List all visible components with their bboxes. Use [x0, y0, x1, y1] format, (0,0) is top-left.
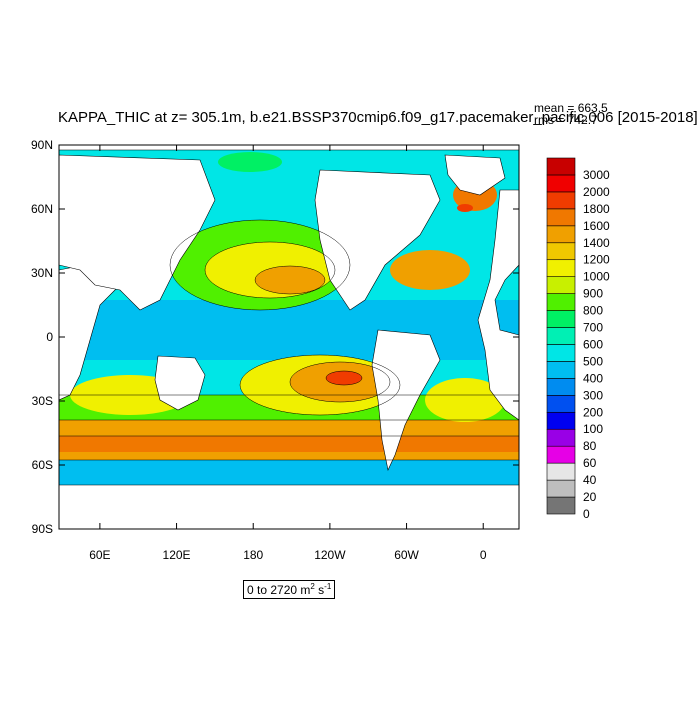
x-tick-label: 60E [89, 548, 110, 562]
colorbar-swatch [546, 157, 576, 176]
range-label-suffix: s [314, 583, 325, 597]
colorbar-swatch [546, 310, 576, 328]
ocean-field-north-atlantic-orange [390, 250, 470, 290]
ocean-field-south-pacific-peak [326, 371, 362, 385]
map-plot-area [59, 145, 519, 529]
colorbar-swatch [546, 242, 576, 261]
range-label-time-power: -1 [324, 582, 332, 591]
colorbar-swatch [546, 445, 576, 464]
colorbar-swatch [546, 174, 576, 193]
colorbar-swatch [546, 208, 576, 227]
colorbar-swatch [546, 395, 576, 413]
colorbar-label: 1000 [583, 270, 610, 284]
range-label-prefix: 0 to 2720 m [247, 583, 311, 597]
range-label: 0 to 2720 m2 s-1 [243, 580, 336, 599]
x-tick-label: 60W [394, 548, 419, 562]
ocean-field-southern-deep [59, 436, 519, 452]
x-tick-label: 0 [480, 548, 487, 562]
rms-stat: rms = 742.7 [534, 113, 598, 127]
colorbar-label: 300 [583, 388, 603, 402]
colorbar-swatch [546, 378, 576, 396]
land-north-america [314, 169, 441, 311]
colorbar-swatch [546, 479, 576, 498]
colorbar-swatch [546, 411, 576, 430]
ocean-field-north-pacific-orange [255, 266, 325, 294]
y-tick-label: 60S [32, 458, 53, 472]
colorbar-label: 20 [583, 490, 597, 504]
y-tick-label: 30N [31, 266, 53, 280]
mean-stat: mean = 663.5 [534, 101, 608, 115]
colorbar-swatch [546, 344, 576, 362]
land-asia [59, 154, 216, 311]
colorbar-swatch [546, 259, 576, 277]
colorbar-label: 40 [583, 473, 597, 487]
colorbar-label: 1400 [583, 236, 610, 250]
colorbar-label: 600 [583, 337, 603, 351]
land-australia [154, 355, 206, 411]
colorbar: 0 20 40 60 80 100 200 300 400 500 600 700 800 900 1000… [546, 157, 610, 521]
map-title: KAPPA_THIC at z= 305.1m, b.e21.BSSP370cm… [58, 109, 698, 126]
y-tick-label: 90N [31, 138, 53, 152]
colorbar-label: 700 [583, 321, 603, 335]
land-greenland [444, 154, 506, 196]
ocean-field-labrador-peak [457, 204, 473, 212]
land-south-america [371, 329, 441, 471]
ocean-field-equatorial [59, 300, 519, 360]
colorbar-label: 500 [583, 354, 603, 368]
colorbar-swatch [546, 428, 576, 447]
colorbar-swatch [546, 276, 576, 294]
colorbar-label: 1800 [583, 202, 610, 216]
y-tick-label: 0 [46, 330, 53, 344]
x-tick-label: 120W [314, 548, 346, 562]
land-masses [59, 145, 519, 529]
colorbar-label: 80 [583, 439, 597, 453]
range-label-unit-power: 2 [310, 582, 315, 591]
land-europe [477, 189, 519, 421]
colorbar-label: 800 [583, 304, 603, 318]
ocean-field-arctic [218, 152, 282, 172]
colorbar-label: 0 [583, 507, 590, 521]
ocean-field-south-atlantic-yellow [425, 378, 505, 422]
colorbar-swatch [546, 191, 576, 210]
colorbar-label: 900 [583, 287, 603, 301]
colorbar-swatch [546, 293, 576, 311]
x-tick-label: 120E [163, 548, 191, 562]
x-tick-label: 180 [243, 548, 263, 562]
colorbar-swatch [546, 225, 576, 244]
land-antarctica [59, 484, 519, 529]
y-tick-label: 30S [32, 394, 53, 408]
colorbar-label: 1200 [583, 253, 610, 267]
colorbar-swatch [546, 496, 576, 515]
y-tick-label: 90S [32, 522, 53, 536]
map-axes: 90N 60N 30N 0 30S 60S 90S 60E 120E 180 120W 60W 0 [31, 138, 519, 562]
colorbar-label: 200 [583, 405, 603, 419]
land-arctic-rim [59, 145, 519, 151]
colorbar-label: 2000 [583, 185, 610, 199]
colorbar-swatch [546, 361, 576, 379]
contour-lines [59, 219, 519, 461]
colorbar-swatch [546, 462, 576, 481]
colorbar-label: 400 [583, 371, 603, 385]
y-tick-label: 60N [31, 202, 53, 216]
colorbar-label: 60 [583, 456, 597, 470]
colorbar-label: 1600 [583, 219, 610, 233]
colorbar-label: 3000 [583, 168, 610, 182]
colorbar-label: 100 [583, 422, 603, 436]
colorbar-swatch [546, 327, 576, 345]
